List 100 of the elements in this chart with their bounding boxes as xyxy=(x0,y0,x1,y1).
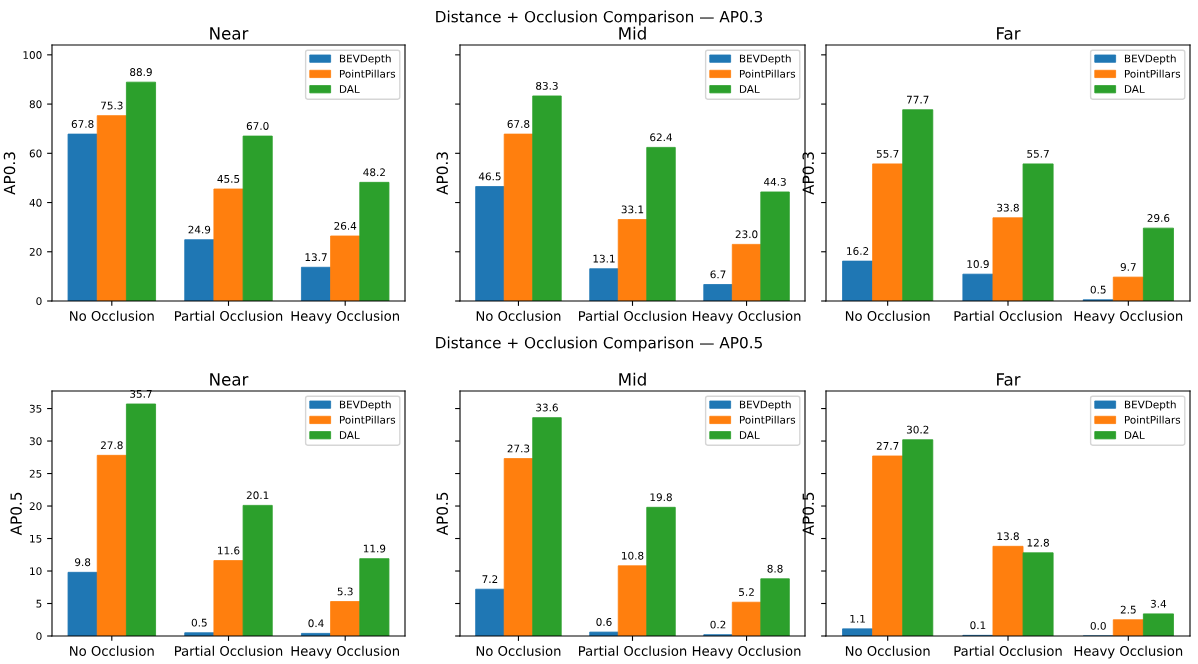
legend-label: PointPillars xyxy=(739,415,796,424)
data-label: 55.7 xyxy=(876,149,899,158)
legend-label: PointPillars xyxy=(739,69,796,78)
data-label: 35.7 xyxy=(130,389,152,398)
data-label: 24.9 xyxy=(188,225,211,234)
data-label: 55.7 xyxy=(1027,149,1049,158)
y-tick-label: 25 xyxy=(29,469,42,478)
data-label: 88.9 xyxy=(130,68,152,76)
chart-title: Mid xyxy=(619,26,646,40)
data-label: 0.5 xyxy=(1090,285,1106,294)
data-label: 27.3 xyxy=(507,444,530,453)
chart-title: Far xyxy=(997,373,1021,386)
x-tick-label: Heavy Occlusion xyxy=(291,310,399,324)
data-label: 67.0 xyxy=(246,122,269,130)
data-label: 9.7 xyxy=(1120,263,1136,271)
x-tick-label: No Occlusion xyxy=(70,645,154,656)
x-tick-label: No Occlusion xyxy=(845,645,930,656)
y-axis-title: AP0.5 xyxy=(802,492,815,536)
data-label: 11.6 xyxy=(218,546,240,555)
y-tick-label: 60 xyxy=(29,149,42,158)
x-tick-label: No Occlusion xyxy=(476,645,561,656)
data-label: 77.7 xyxy=(907,95,929,104)
data-label: 13.1 xyxy=(593,254,615,263)
y-tick-label: 35 xyxy=(29,404,42,413)
data-label: 75.3 xyxy=(101,101,123,110)
data-label: 44.3 xyxy=(763,177,786,186)
x-tick-label: Heavy Occlusion xyxy=(1074,645,1183,659)
legend-label: BEVDepth xyxy=(1124,400,1176,411)
x-tick-label: Heavy Occlusion xyxy=(692,310,801,324)
data-label: 0.5 xyxy=(191,618,207,627)
data-label: 0.2 xyxy=(710,620,726,629)
y-axis-title: AP0.5 xyxy=(436,492,449,536)
legend-label: BEVDepth xyxy=(339,400,391,411)
data-label: 2.5 xyxy=(1120,605,1136,614)
data-label: 0.1 xyxy=(970,621,986,630)
data-label: 67.8 xyxy=(71,120,94,128)
x-tick-label: Partial Occlusion xyxy=(579,645,687,656)
data-label: 33.8 xyxy=(997,203,1019,212)
data-label: 5.2 xyxy=(739,588,754,597)
y-axis-title: AP0.5 xyxy=(10,492,22,536)
y-tick-label: 100 xyxy=(23,51,42,59)
data-label: 5.3 xyxy=(337,587,353,596)
legend-label: PointPillars xyxy=(339,69,396,78)
data-label: 26.4 xyxy=(334,221,357,230)
text: Distance + Occlusion Comparison — AP0.3 xyxy=(436,10,763,26)
legend-label: PointPillars xyxy=(339,415,396,424)
chart-title: Mid xyxy=(619,372,646,386)
data-label: 23.0 xyxy=(735,230,758,239)
data-label: 13.8 xyxy=(997,532,1019,541)
legend-label: DAL xyxy=(739,85,760,93)
data-label: 12.8 xyxy=(1027,538,1049,547)
y-axis-title: AP0.3 xyxy=(802,152,815,195)
text: Distance + Occlusion Comparison — AP0.5 xyxy=(436,336,762,352)
x-tick-label: Partial Occlusion xyxy=(175,310,283,321)
x-tick-label: Partial Occlusion xyxy=(175,645,283,656)
y-tick-label: 0 xyxy=(36,297,42,306)
data-label: 30.2 xyxy=(906,425,929,434)
data-label: 27.7 xyxy=(876,441,899,450)
legend-label: DAL xyxy=(739,431,760,439)
data-label: 6.7 xyxy=(710,270,726,279)
data-label: 7.2 xyxy=(482,575,498,583)
x-tick-label: Partial Occlusion xyxy=(954,310,1062,321)
data-label: 0.6 xyxy=(596,618,612,626)
data-label: 13.7 xyxy=(305,253,327,262)
legend-label: PointPillars xyxy=(1124,415,1181,424)
data-label: 33.6 xyxy=(536,403,558,412)
y-tick-label: 5 xyxy=(36,599,42,608)
legend-label: BEVDepth xyxy=(739,400,791,411)
y-axis-title: AP0.3 xyxy=(3,152,16,195)
x-tick-label: No Occlusion xyxy=(70,310,154,321)
data-label: 16.2 xyxy=(847,247,869,255)
legend-label: BEVDepth xyxy=(339,54,391,65)
x-tick-label: No Occlusion xyxy=(845,310,930,321)
y-tick-label: 80 xyxy=(29,100,42,109)
data-label: 8.8 xyxy=(767,564,783,573)
data-label: 11.9 xyxy=(363,544,386,553)
x-tick-label: Partial Occlusion xyxy=(954,645,1062,656)
y-tick-label: 15 xyxy=(30,534,42,543)
data-label: 0.0 xyxy=(1090,621,1106,630)
data-label: 20.1 xyxy=(246,491,269,500)
data-label: 19.8 xyxy=(650,493,672,502)
y-axis-title: AP0.3 xyxy=(436,152,449,195)
y-tick-label: 10 xyxy=(30,567,42,576)
data-label: 1.1 xyxy=(850,614,865,623)
legend-label: BEVDepth xyxy=(739,54,791,65)
x-tick-label: Heavy Occlusion xyxy=(291,645,399,659)
data-label: 27.8 xyxy=(100,441,123,450)
data-label: 48.2 xyxy=(363,168,385,177)
data-label: 62.4 xyxy=(650,133,673,142)
chart-title: Near xyxy=(210,27,249,40)
legend-label: PointPillars xyxy=(1124,69,1181,78)
data-label: 10.8 xyxy=(622,551,644,560)
legend-label: DAL xyxy=(339,431,360,439)
x-tick-label: Heavy Occlusion xyxy=(1074,310,1183,324)
y-tick-label: 40 xyxy=(29,198,42,207)
x-tick-label: Partial Occlusion xyxy=(579,310,687,321)
data-label: 67.8 xyxy=(507,120,530,128)
chart-title: Near xyxy=(210,373,249,386)
y-tick-label: 0 xyxy=(36,632,42,641)
data-label: 10.9 xyxy=(967,260,989,268)
